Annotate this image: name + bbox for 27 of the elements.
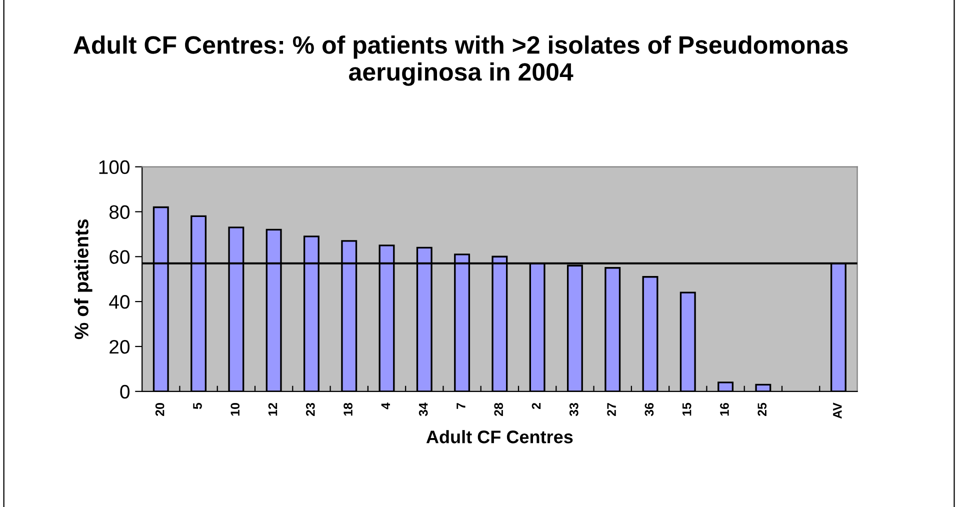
x-tick-label: 4 <box>381 402 390 410</box>
x-tick-label: 33 <box>569 402 578 416</box>
x-tick-label: 23 <box>306 402 315 416</box>
x-tick-label: AV <box>833 402 842 419</box>
y-axis-title: % of patients <box>74 219 92 340</box>
y-tick-label: 100 <box>99 160 130 174</box>
y-tick-label: 0 <box>120 384 130 399</box>
x-tick-label: 12 <box>268 403 278 416</box>
chart-title: Adult CF Centres: % of patients with >2 isolates of Pseudomonas aeruginosa in 2004 <box>74 35 848 86</box>
x-tick-label: 34 <box>418 402 428 416</box>
x-tick-label: 36 <box>644 402 654 416</box>
y-tick-label: 80 <box>109 205 130 219</box>
x-tick-label: 25 <box>758 402 767 416</box>
y-tick-label: 40 <box>109 295 130 309</box>
x-tick-label: 10 <box>230 403 240 416</box>
x-tick-label: 2 <box>532 403 541 410</box>
x-tick-label: 27 <box>607 403 616 416</box>
x-tick-label: 28 <box>494 402 504 416</box>
x-axis-title: Adult CF Centres <box>426 430 573 444</box>
x-tick-label: 15 <box>682 402 692 416</box>
x-tick-label: 5 <box>193 402 202 410</box>
x-tick-label: 18 <box>344 402 352 416</box>
y-tick-label: 20 <box>110 340 130 354</box>
y-tick-label: 60 <box>110 250 130 264</box>
x-tick-label: 16 <box>720 402 729 416</box>
x-tick-label: 20 <box>155 403 164 416</box>
x-tick-label: 7 <box>456 403 466 409</box>
